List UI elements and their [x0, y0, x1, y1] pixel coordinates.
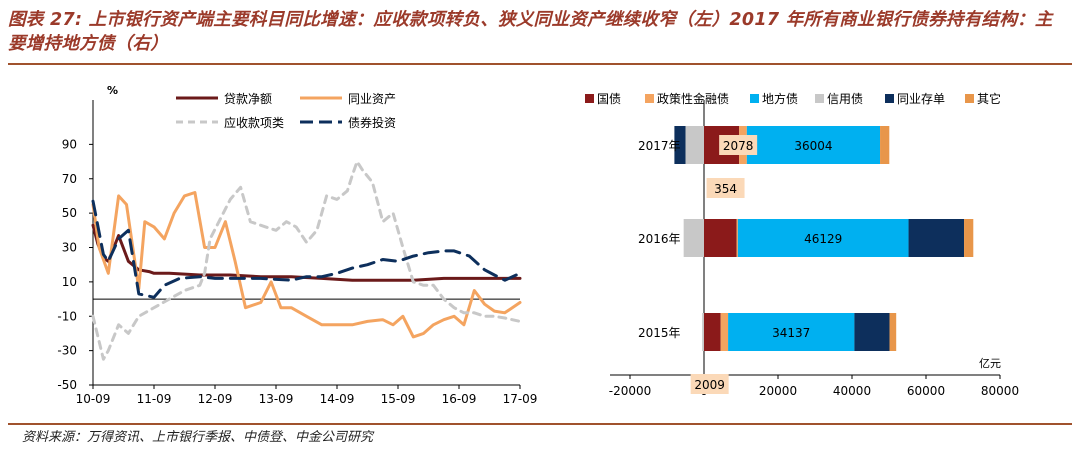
- left-line-chart: 90 70 50 30 10 -10 -30 -50% 10-09 11-09 12-09 13-09…: [57, 84, 538, 406]
- data-label-地方债: 36004: [794, 139, 832, 153]
- footer-divider: [8, 423, 1072, 425]
- legend-label: 同业资产: [348, 92, 396, 106]
- legend-swatch: [645, 94, 654, 103]
- x-tick-label: 16-09: [442, 392, 477, 406]
- data-label-政策性金融债: 2009: [694, 378, 725, 392]
- legend-swatch: [965, 94, 974, 103]
- y-unit-label: %: [107, 84, 118, 97]
- legend-label: 贷款净额: [224, 92, 272, 106]
- bar-国债: [704, 313, 721, 351]
- x-tick-label: 17-09: [503, 392, 538, 406]
- data-label-box: [719, 135, 758, 155]
- data-label-地方债: 34137: [772, 326, 810, 340]
- data-label-政策性金融债: 2078: [723, 139, 754, 153]
- x-tick-label: 15-09: [381, 392, 416, 406]
- legend-label: 应收款项类: [224, 115, 284, 130]
- category-label: 2015年: [638, 326, 681, 340]
- y-tick-label: 30: [62, 241, 77, 255]
- series-line-贷款净额: [91, 223, 522, 282]
- data-label-地方债: 46129: [804, 232, 842, 246]
- series-line-同业资产: [91, 191, 522, 339]
- source-note: 资料来源：万得资讯、上市银行季报、中债登、中金公司研究: [22, 430, 374, 445]
- x-tick-label: 60000: [907, 384, 945, 398]
- x-tick-label: 14-09: [320, 392, 355, 406]
- bar-信用债: [683, 219, 704, 257]
- right-bar-chart: -20000020000400006000080000亿元2017年360042…: [585, 91, 1019, 398]
- bar-其它: [964, 219, 974, 257]
- y-tick-label: -50: [57, 378, 77, 392]
- legend-swatch: [750, 94, 759, 103]
- title-divider: [8, 63, 1072, 65]
- legend-label: 同业存单: [897, 92, 945, 106]
- data-label-政策性金融债: 354: [714, 182, 737, 196]
- bar-地方债: [746, 126, 881, 164]
- y-tick-label: -30: [57, 344, 77, 358]
- category-label: 2016年: [638, 232, 681, 246]
- series-line-应收款项类: [91, 160, 522, 361]
- x-tick-label: 12-09: [198, 392, 233, 406]
- legend-swatch: [885, 94, 894, 103]
- bar-国债: [704, 219, 737, 257]
- bar-其它: [889, 313, 897, 351]
- y-tick-label: 50: [62, 206, 77, 220]
- bar-政策性金融债: [720, 313, 729, 351]
- legend-label: 债券投资: [348, 115, 396, 130]
- bar-地方债: [737, 219, 909, 257]
- legend-label: 国债: [597, 92, 621, 106]
- bar-同业存单: [908, 219, 965, 257]
- x-tick-label: 11-09: [137, 392, 172, 406]
- figure-title: 图表 27: 上市银行资产端主要科目同比增速：应收款项转负、狭义同业资产继续收窄…: [8, 10, 1053, 54]
- bar-地方债: [728, 313, 855, 351]
- y-tick-label: 10: [62, 275, 77, 289]
- legend-swatch: [585, 94, 594, 103]
- y-tick-label: -10: [57, 309, 77, 323]
- legend-label: 其它: [977, 91, 1001, 106]
- data-label-box: [706, 178, 745, 198]
- legend-swatch: [815, 94, 824, 103]
- category-label: 2017年: [638, 139, 681, 153]
- x-tick-label: 80000: [981, 384, 1019, 398]
- y-tick-label: 90: [62, 137, 77, 151]
- x-tick-label: 13-09: [259, 392, 294, 406]
- bar-政策性金融债: [736, 219, 738, 257]
- legend-label: 地方债: [762, 91, 798, 106]
- x-tick-label: 20000: [759, 384, 797, 398]
- series-line-债券投资: [91, 199, 522, 299]
- bar-其它: [880, 126, 890, 164]
- bar-信用债: [702, 313, 704, 351]
- y-tick-label: 70: [62, 172, 77, 186]
- x-tick-label: 10-09: [76, 392, 111, 406]
- data-label-box: [690, 374, 729, 394]
- x-tick-label: -20000: [609, 384, 652, 398]
- legend-label: 信用债: [827, 92, 863, 106]
- bar-信用债: [685, 126, 704, 164]
- bar-同业存单: [854, 313, 890, 351]
- x-unit-label: 亿元: [979, 357, 1001, 370]
- bar-同业存单: [674, 126, 686, 164]
- legend-label: 政策性金融债: [657, 91, 729, 106]
- x-tick-label: 40000: [833, 384, 871, 398]
